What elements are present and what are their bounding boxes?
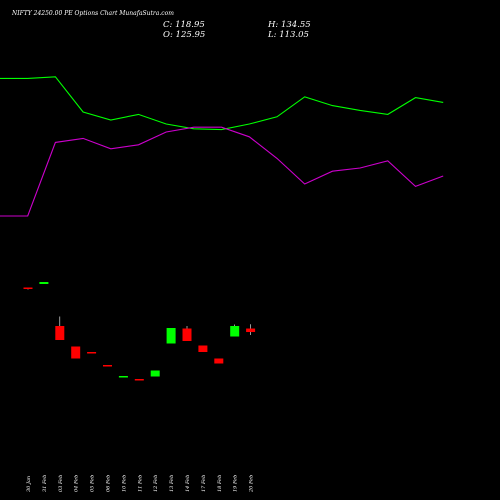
candle-2 <box>39 282 49 284</box>
x-tick-label: 06 Feb <box>106 475 112 492</box>
candle-3 <box>55 316 65 340</box>
candle-5 <box>87 352 97 354</box>
low-value: L: 113.05 <box>268 30 309 40</box>
candle-body <box>23 287 33 289</box>
candle-body <box>118 376 128 378</box>
x-tick-label: 19 Feb <box>233 475 239 492</box>
candle-4 <box>71 346 81 359</box>
candle-body <box>55 326 65 340</box>
candle-13 <box>214 358 224 364</box>
candle-8 <box>134 379 144 381</box>
x-tick-label: 10 Feb <box>121 475 127 492</box>
candle-body <box>134 379 144 381</box>
candle-body <box>182 328 192 341</box>
x-tick-label: 14 Feb <box>185 475 191 492</box>
candle-7 <box>118 376 128 378</box>
candle-14 <box>230 324 240 337</box>
x-tick-label: 04 Feb <box>74 475 80 492</box>
x-tick-label: 03 Feb <box>58 475 64 492</box>
open-value: O: 125.95 <box>163 30 206 40</box>
candle-10 <box>166 328 176 344</box>
candle-body <box>246 328 256 333</box>
x-tick-label: 12 Feb <box>153 475 159 492</box>
candle-body <box>150 370 160 377</box>
candle-12 <box>198 345 208 352</box>
candle-body <box>230 326 240 337</box>
indicator-line-2 <box>0 126 444 217</box>
close-value: C: 118.95 <box>163 20 205 30</box>
candle-11 <box>182 326 192 341</box>
candle-15 <box>246 324 256 335</box>
x-tick-label: 30 Jan <box>26 476 32 492</box>
high-value: H: 134.55 <box>268 20 311 30</box>
candle-body <box>198 345 208 352</box>
candle-1 <box>23 287 33 290</box>
x-tick-label: 20 Feb <box>249 475 255 493</box>
candle-6 <box>103 365 112 367</box>
chart-title: NIFTY 24250.00 PE Options Chart MunafaSu… <box>12 10 174 17</box>
x-tick-label: 11 Feb <box>137 475 143 492</box>
candle-body <box>87 352 97 354</box>
candle-body <box>214 358 224 364</box>
candle-body <box>71 346 81 359</box>
candle-body <box>166 328 176 344</box>
x-tick-label: 17 Feb <box>201 475 207 492</box>
x-tick-label: 31 Feb <box>42 475 48 492</box>
candle-body <box>103 365 112 367</box>
x-tick-label: 13 Feb <box>169 475 175 492</box>
indicator-line-1 <box>0 76 444 131</box>
candle-body <box>39 282 49 284</box>
x-tick-label: 05 Feb <box>90 475 96 492</box>
candle-9 <box>150 370 160 377</box>
x-tick-label: 18 Feb <box>217 475 223 492</box>
